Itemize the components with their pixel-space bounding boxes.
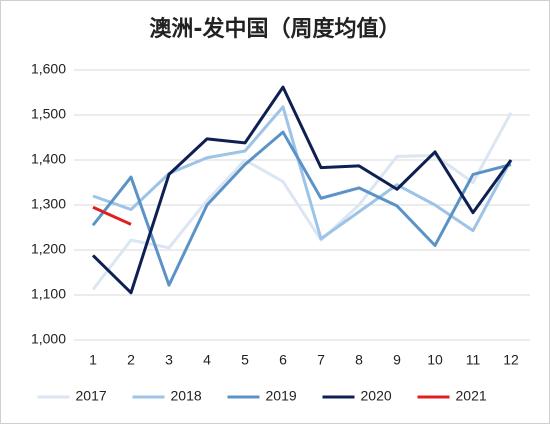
legend-label: 2019 — [266, 388, 297, 404]
x-tick-label: 2 — [127, 352, 135, 368]
y-tick-label: 1,100 — [31, 286, 66, 302]
x-tick-label: 9 — [393, 352, 401, 368]
x-tick-label: 10 — [427, 352, 443, 368]
series-line — [91, 130, 512, 287]
legend-label: 2017 — [76, 388, 107, 404]
series-line — [92, 205, 132, 226]
x-tick-label: 8 — [355, 352, 363, 368]
x-tick-label: 1 — [89, 352, 97, 368]
x-tick-label: 12 — [503, 352, 519, 368]
y-tick-label: 1,500 — [31, 106, 66, 122]
x-tick-label: 3 — [165, 352, 173, 368]
legend-label: 2021 — [456, 388, 487, 404]
series-line — [91, 85, 513, 295]
series-line — [92, 105, 513, 241]
y-tick-label: 1,600 — [31, 61, 66, 77]
chart-title: 澳洲-发中国（周度均值） — [149, 16, 400, 42]
y-tick-label: 1,300 — [31, 196, 66, 212]
y-tick-label: 1,200 — [31, 241, 66, 257]
legend-label: 2018 — [171, 388, 202, 404]
x-tick-label: 7 — [317, 352, 325, 368]
x-tick-label: 6 — [279, 352, 287, 368]
y-tick-label: 1,400 — [31, 151, 66, 167]
y-tick-label: 1,000 — [31, 331, 66, 347]
legend-label: 2020 — [361, 388, 392, 404]
x-tick-label: 5 — [241, 352, 249, 368]
x-tick-label: 11 — [466, 352, 481, 368]
x-tick-label: 4 — [203, 352, 211, 368]
